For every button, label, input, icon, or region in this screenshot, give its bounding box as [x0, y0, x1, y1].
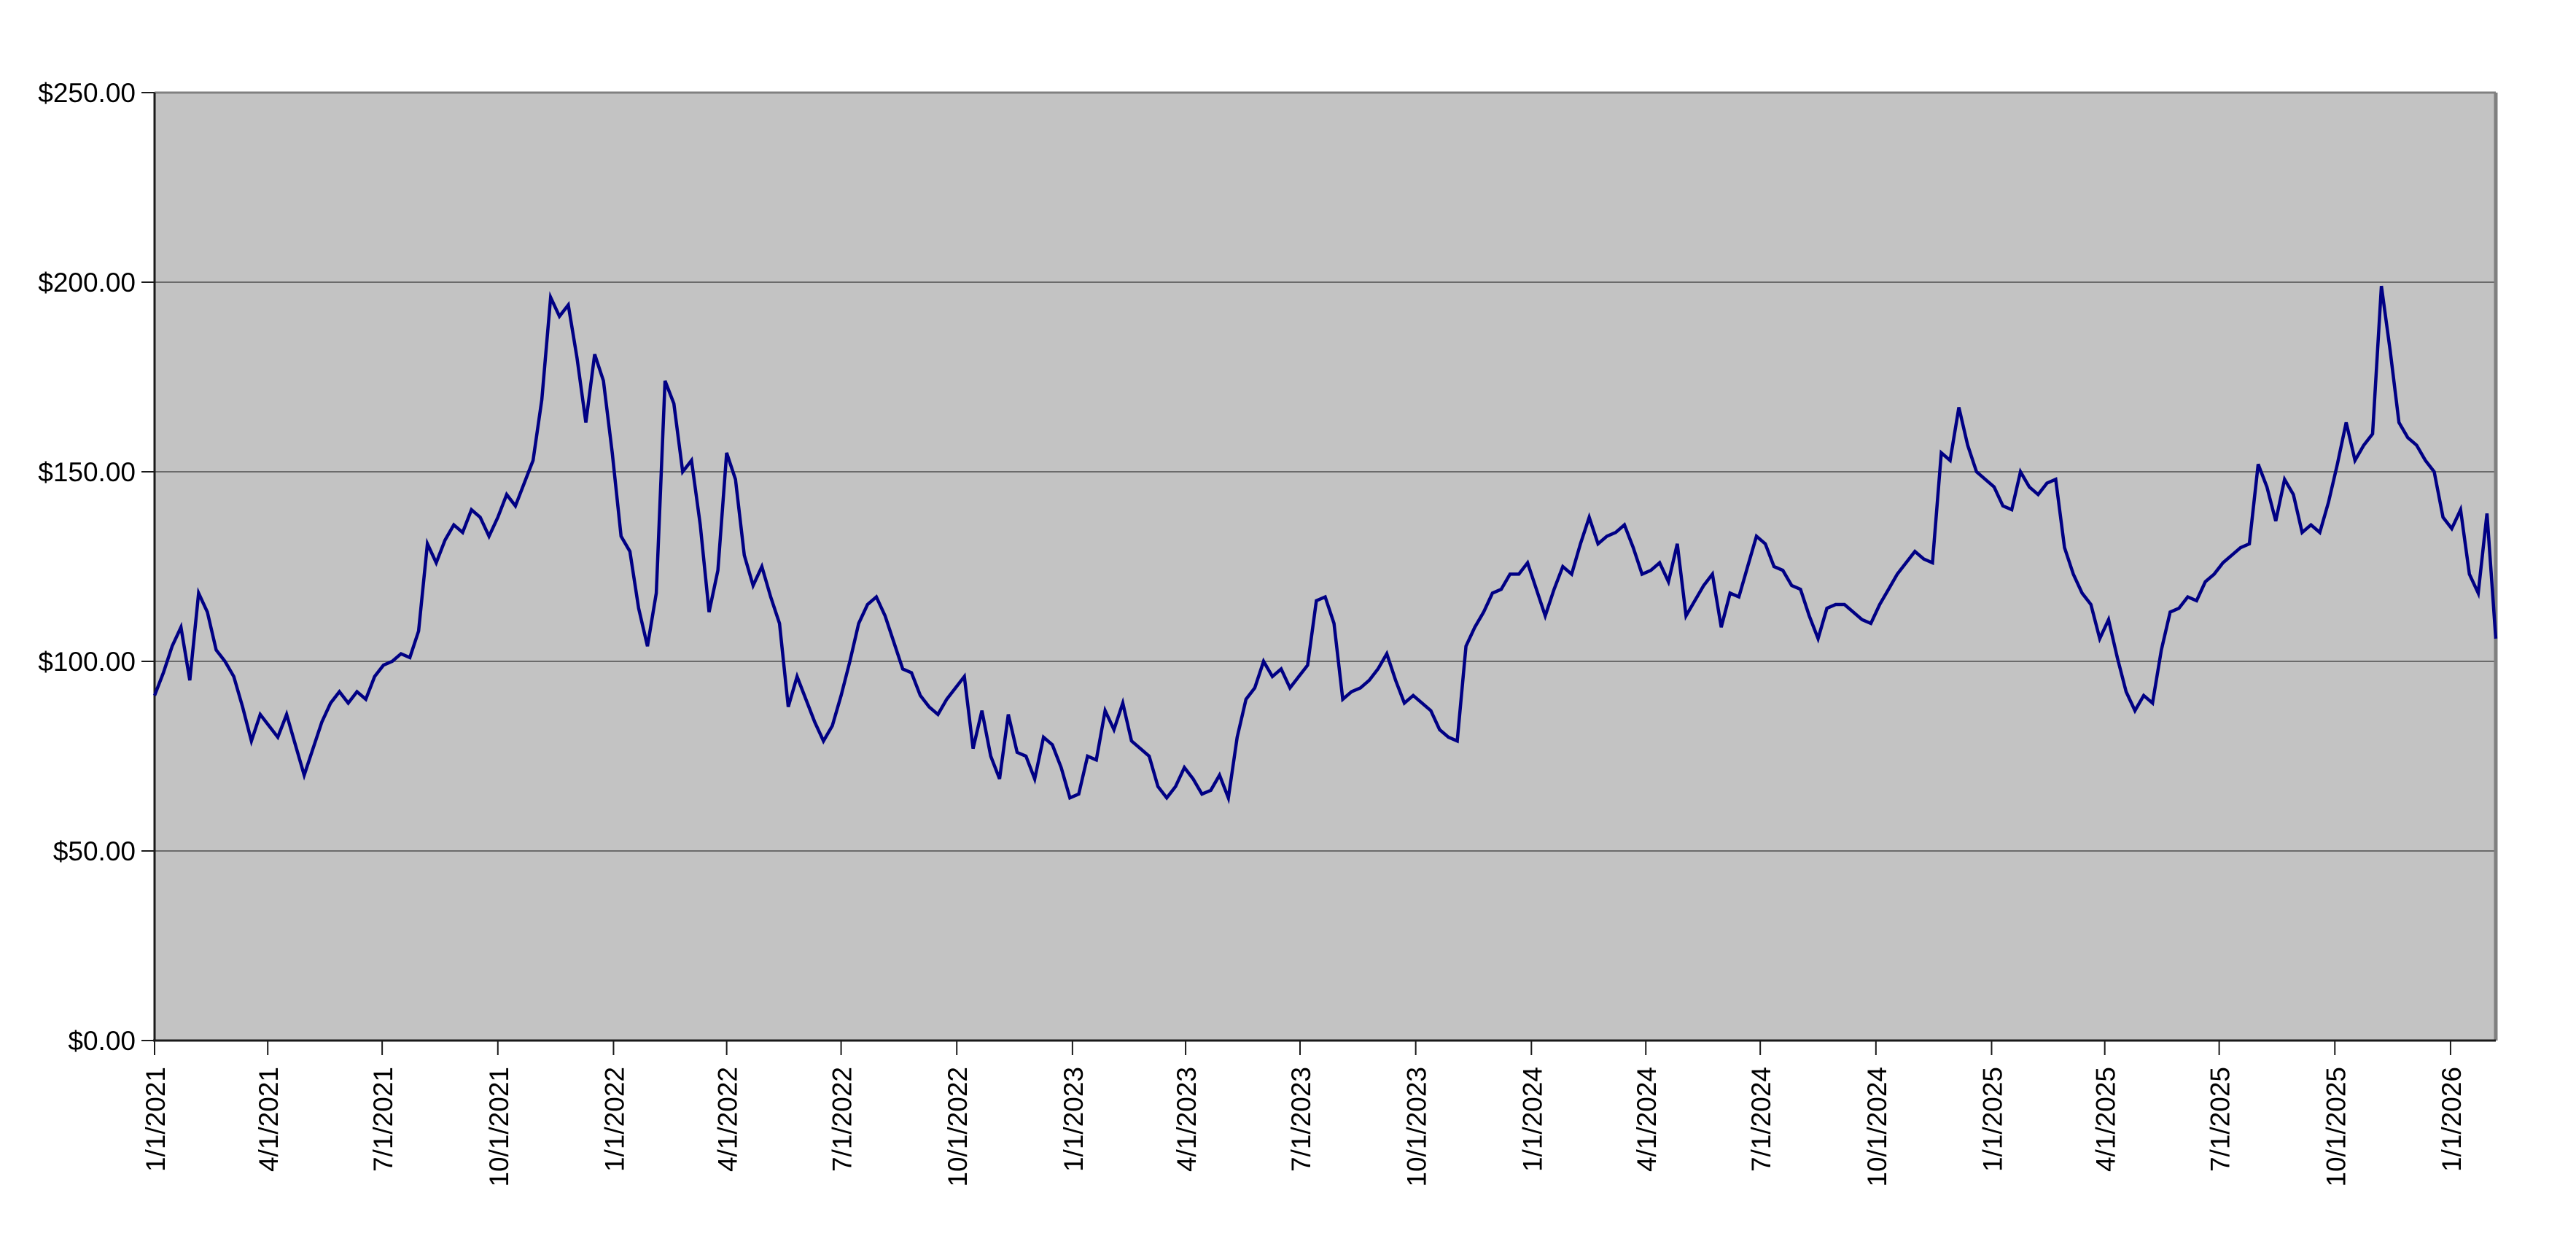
y-axis-label-0: $0.00	[68, 1026, 136, 1056]
x-axis-label-1/1/2026: 1/1/2026	[2437, 1067, 2467, 1172]
x-axis-label-1/1/2025: 1/1/2025	[1977, 1067, 2007, 1172]
x-axis-label-1/1/2021: 1/1/2021	[141, 1067, 171, 1172]
price-series-line	[152, 285, 2498, 804]
plot-area	[155, 93, 2496, 1041]
y-axis-label-250: $250.00	[38, 78, 136, 108]
x-axis-label-10/1/2024: 10/1/2024	[1862, 1067, 1892, 1187]
y-axis-label-100: $100.00	[38, 647, 136, 677]
x-axis-label-4/1/2021: 4/1/2021	[254, 1067, 284, 1172]
x-axis-label-4/1/2023: 4/1/2023	[1172, 1067, 1202, 1172]
x-axis-label-10/1/2025: 10/1/2025	[2321, 1067, 2351, 1187]
x-axis-label-7/1/2024: 7/1/2024	[1746, 1067, 1776, 1172]
x-axis-label-1/1/2023: 1/1/2023	[1059, 1067, 1089, 1172]
x-axis-label-1/1/2024: 1/1/2024	[1517, 1067, 1547, 1172]
x-axis-label-1/1/2022: 1/1/2022	[599, 1067, 629, 1172]
y-axis-label-150: $150.00	[38, 457, 136, 487]
y-axis-label-50: $50.00	[53, 836, 136, 866]
x-axis-label-10/1/2021: 10/1/2021	[484, 1067, 514, 1187]
x-axis-label-7/1/2025: 7/1/2025	[2206, 1067, 2235, 1172]
x-axis-label-4/1/2024: 4/1/2024	[1632, 1067, 1662, 1172]
x-axis-label-10/1/2022: 10/1/2022	[943, 1067, 973, 1187]
x-axis-label-10/1/2023: 10/1/2023	[1402, 1067, 1432, 1187]
x-axis-label-4/1/2022: 4/1/2022	[713, 1067, 743, 1172]
y-axis-label-200: $200.00	[38, 268, 136, 298]
x-axis-label-4/1/2025: 4/1/2025	[2091, 1067, 2121, 1172]
x-axis-label-7/1/2022: 7/1/2022	[828, 1067, 857, 1172]
x-axis-label-7/1/2023: 7/1/2023	[1286, 1067, 1316, 1172]
x-axis-label-7/1/2021: 7/1/2021	[368, 1067, 398, 1172]
